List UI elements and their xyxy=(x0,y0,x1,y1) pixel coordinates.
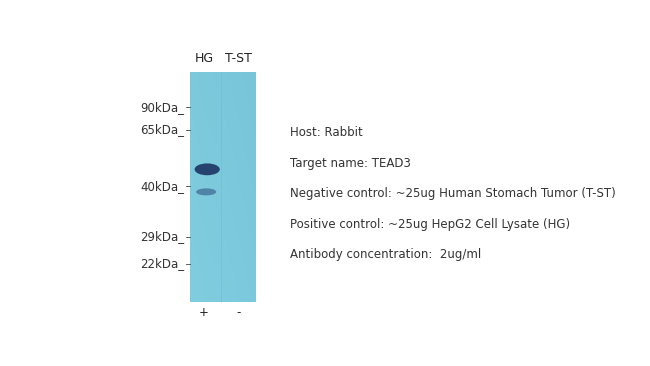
Text: HG: HG xyxy=(194,52,214,65)
Ellipse shape xyxy=(194,163,220,175)
Text: 65kDa_: 65kDa_ xyxy=(140,123,185,137)
Ellipse shape xyxy=(196,188,216,195)
Text: 29kDa_: 29kDa_ xyxy=(140,231,185,243)
Text: T-ST: T-ST xyxy=(225,52,252,65)
Text: 22kDa_: 22kDa_ xyxy=(140,257,185,270)
Text: Antibody concentration:  2ug/ml: Antibody concentration: 2ug/ml xyxy=(291,248,482,261)
Text: 90kDa_: 90kDa_ xyxy=(140,101,185,114)
Text: Host: Rabbit: Host: Rabbit xyxy=(291,126,363,139)
Text: -: - xyxy=(236,306,240,319)
Text: Negative control: ~25ug Human Stomach Tumor (T-ST): Negative control: ~25ug Human Stomach Tu… xyxy=(291,187,616,200)
Text: Positive control: ~25ug HepG2 Cell Lysate (HG): Positive control: ~25ug HepG2 Cell Lysat… xyxy=(291,217,571,231)
Text: +: + xyxy=(200,306,209,319)
Text: 40kDa_: 40kDa_ xyxy=(140,180,185,193)
Text: Target name: TEAD3: Target name: TEAD3 xyxy=(291,157,411,169)
